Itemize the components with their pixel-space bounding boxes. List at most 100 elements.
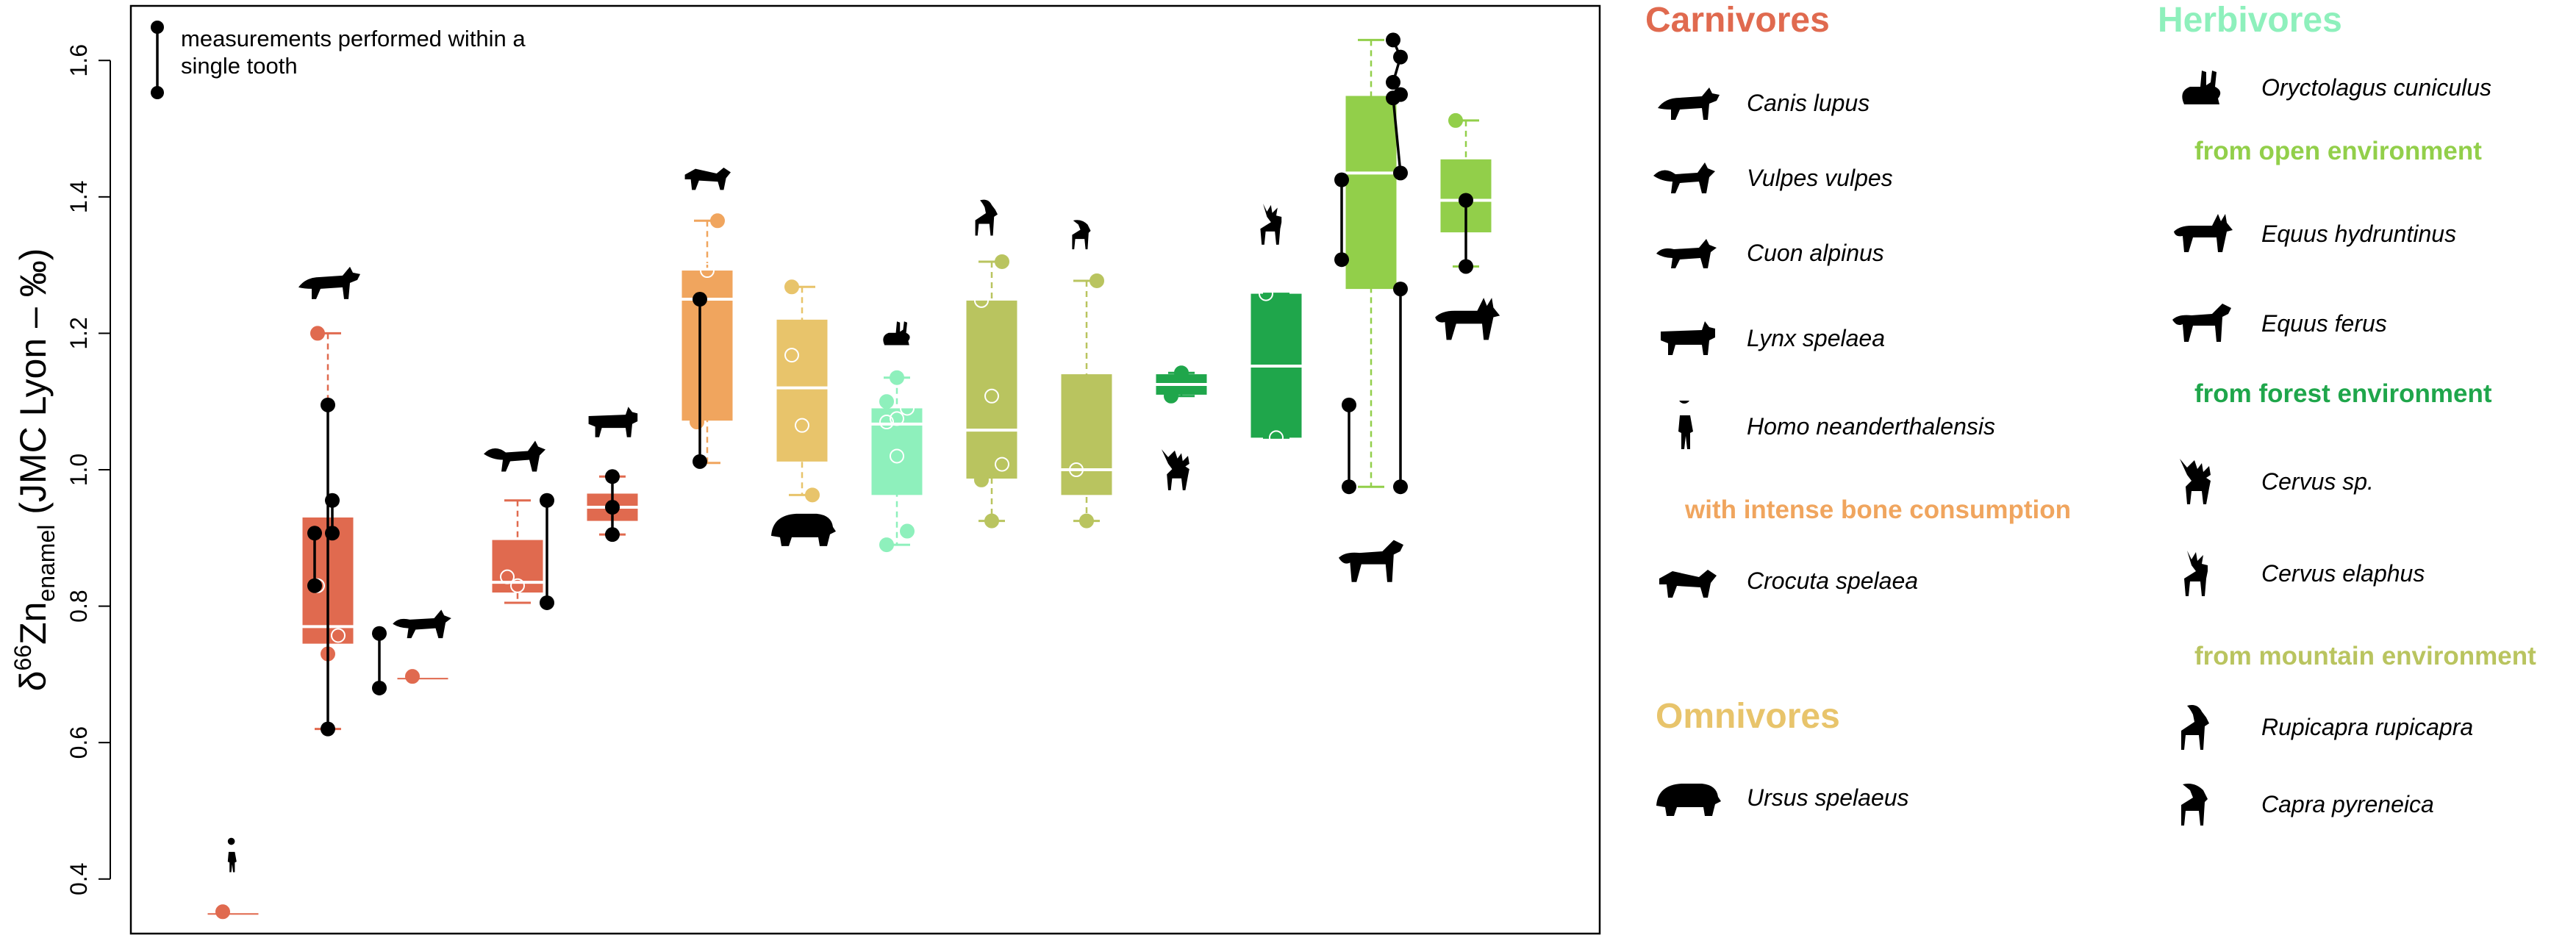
tooth-link-point — [307, 526, 322, 541]
tooth-link-point — [1393, 282, 1408, 297]
tooth-link — [540, 493, 554, 610]
tooth-link — [307, 526, 322, 593]
legend-entry-cuon: Cuon alpinus — [1647, 220, 1884, 286]
data-point — [1269, 430, 1284, 445]
legend-entry-oryctolagus: Oryctolagus cuniculus — [2161, 54, 2491, 121]
tooth-link-point — [372, 680, 387, 695]
tooth-link — [1334, 172, 1349, 268]
tooth-link-point — [325, 493, 340, 508]
legend-title-herbivores: Herbivores — [2158, 1, 2342, 40]
y-axis-label: δ66Znenamel (JMC Lyon ‒ ‰) — [10, 248, 60, 692]
wolf-icon — [1647, 74, 1728, 132]
chamois-icon-shape — [2181, 705, 2209, 750]
legend-species-label: Rupicapra rupicapra — [2261, 713, 2474, 740]
horse-icon-shape — [2172, 304, 2231, 342]
y-axis: 0.4 0.6 0.8 1.0 1.2 1.4 1.6 — [65, 44, 111, 895]
box-capra-pyreneica — [1061, 273, 1112, 529]
data-point — [890, 370, 904, 385]
svg-text:δ66Znenamel (JMC Lyon ‒ ‰): δ66Znenamel (JMC Lyon ‒ ‰) — [10, 248, 60, 692]
human-icon — [227, 837, 237, 873]
box-body — [1061, 374, 1112, 495]
data-point — [974, 472, 989, 487]
box-body — [1345, 96, 1397, 290]
tooth-link-point — [693, 292, 707, 307]
y-label-rest: (JMC Lyon ‒ ‰) — [12, 248, 54, 525]
box-crocuta-spelaea — [681, 213, 733, 465]
tooth-link-segment — [1392, 98, 1402, 173]
legend-species-label: Cuon alpinus — [1747, 239, 1884, 266]
human-icon — [1647, 397, 1728, 456]
y-tick-label: 1.4 — [65, 181, 92, 213]
donkey-icon-shape — [2174, 214, 2233, 252]
bear-icon — [1647, 768, 1728, 827]
chamois-icon — [975, 199, 998, 236]
data-point — [500, 569, 515, 584]
megaloceros-icon — [2161, 452, 2242, 511]
horse-icon — [2161, 294, 2242, 353]
megaloceros-icon — [1162, 449, 1189, 490]
tooth-link-point — [372, 626, 387, 641]
dhole-icon-shape — [1656, 239, 1717, 268]
data-point — [710, 213, 725, 229]
red-deer-icon-shape — [2184, 551, 2208, 596]
legend-entry-capra: Capra pyreneica — [2161, 771, 2434, 837]
box-cuon-alpinus — [397, 669, 448, 684]
legend-title-omnivores: Omnivores — [1656, 697, 1840, 736]
y-tick-label: 0.6 — [65, 726, 92, 759]
legend-species-label: Cervus elaphus — [2261, 559, 2425, 587]
tooth-link — [605, 469, 620, 543]
human-icon-shape — [1678, 401, 1693, 449]
ibex-icon-shape — [2181, 784, 2208, 826]
legend-title-carnivores: Carnivores — [1645, 1, 1830, 40]
data-point — [879, 415, 894, 430]
box-plot-chart: 0.4 0.6 0.8 1.0 1.2 1.4 1.6 δ66Znenamel (JMC L… — [10, 4, 1601, 935]
tooth-link-point — [1334, 172, 1349, 187]
tooth-link-series — [307, 32, 1473, 737]
tooth-link-point — [1386, 74, 1400, 90]
box-oryctolagus-cuniculus — [871, 370, 923, 553]
legend-title-bone-consumption: with intense bone consumption — [1685, 495, 2071, 524]
legend-entry-cervus-sp: Cervus sp. — [2161, 448, 2374, 515]
box-body — [776, 319, 828, 462]
data-point — [900, 523, 915, 539]
tooth-link — [1393, 282, 1408, 495]
megaloceros-icon-shape — [2180, 459, 2211, 504]
tooth-link — [372, 626, 387, 695]
legend-entry-ursus: Ursus spelaeus — [1647, 765, 1909, 831]
legend-entry-rupicapra: Rupicapra rupicapra — [2161, 694, 2473, 760]
legend-entry-homo: Homo neanderthalensis — [1647, 393, 1995, 459]
tooth-link-point — [1342, 397, 1356, 412]
red-deer-icon — [2161, 544, 2242, 603]
tooth-link-point — [1459, 193, 1473, 208]
tooth-link-point — [1386, 32, 1400, 48]
fox-icon — [484, 440, 545, 472]
tooth-link-point — [1459, 259, 1473, 274]
y-label-main: Zn — [12, 602, 54, 645]
legend-entry-canis: Canis lupus — [1647, 70, 1870, 136]
data-point — [784, 348, 799, 363]
tooth-link-point — [540, 493, 554, 508]
legend-species-label: Ursus spelaeus — [1747, 784, 1909, 811]
rabbit-icon — [2161, 58, 2242, 117]
tooth-link-point — [605, 527, 620, 543]
data-point — [995, 457, 1009, 472]
y-tick-label: 0.8 — [65, 590, 92, 622]
hyena-icon-shape — [1659, 570, 1717, 598]
y-tick-label: 0.4 — [65, 863, 92, 895]
ibex-icon — [1072, 220, 1091, 250]
horse-icon — [1339, 540, 1403, 582]
tooth-link — [693, 292, 707, 469]
box-homo-neanderthalensis — [207, 904, 259, 920]
box-ursus-spelaeus — [776, 279, 828, 503]
ibex-icon — [2161, 775, 2242, 834]
legend-species-label: Vulpes vulpes — [1747, 164, 1893, 191]
data-point — [1174, 365, 1189, 381]
box-vulpes-vulpes — [492, 499, 543, 604]
dhole-icon — [1647, 223, 1728, 282]
legend-entry-cervus-elaphus: Cervus elaphus — [2161, 540, 2425, 606]
box-series — [207, 38, 1492, 920]
legend-species-label: Equus hydruntinus — [2261, 220, 2457, 247]
data-point — [890, 411, 904, 426]
rabbit-icon — [883, 321, 910, 346]
species-icons — [227, 167, 1500, 873]
